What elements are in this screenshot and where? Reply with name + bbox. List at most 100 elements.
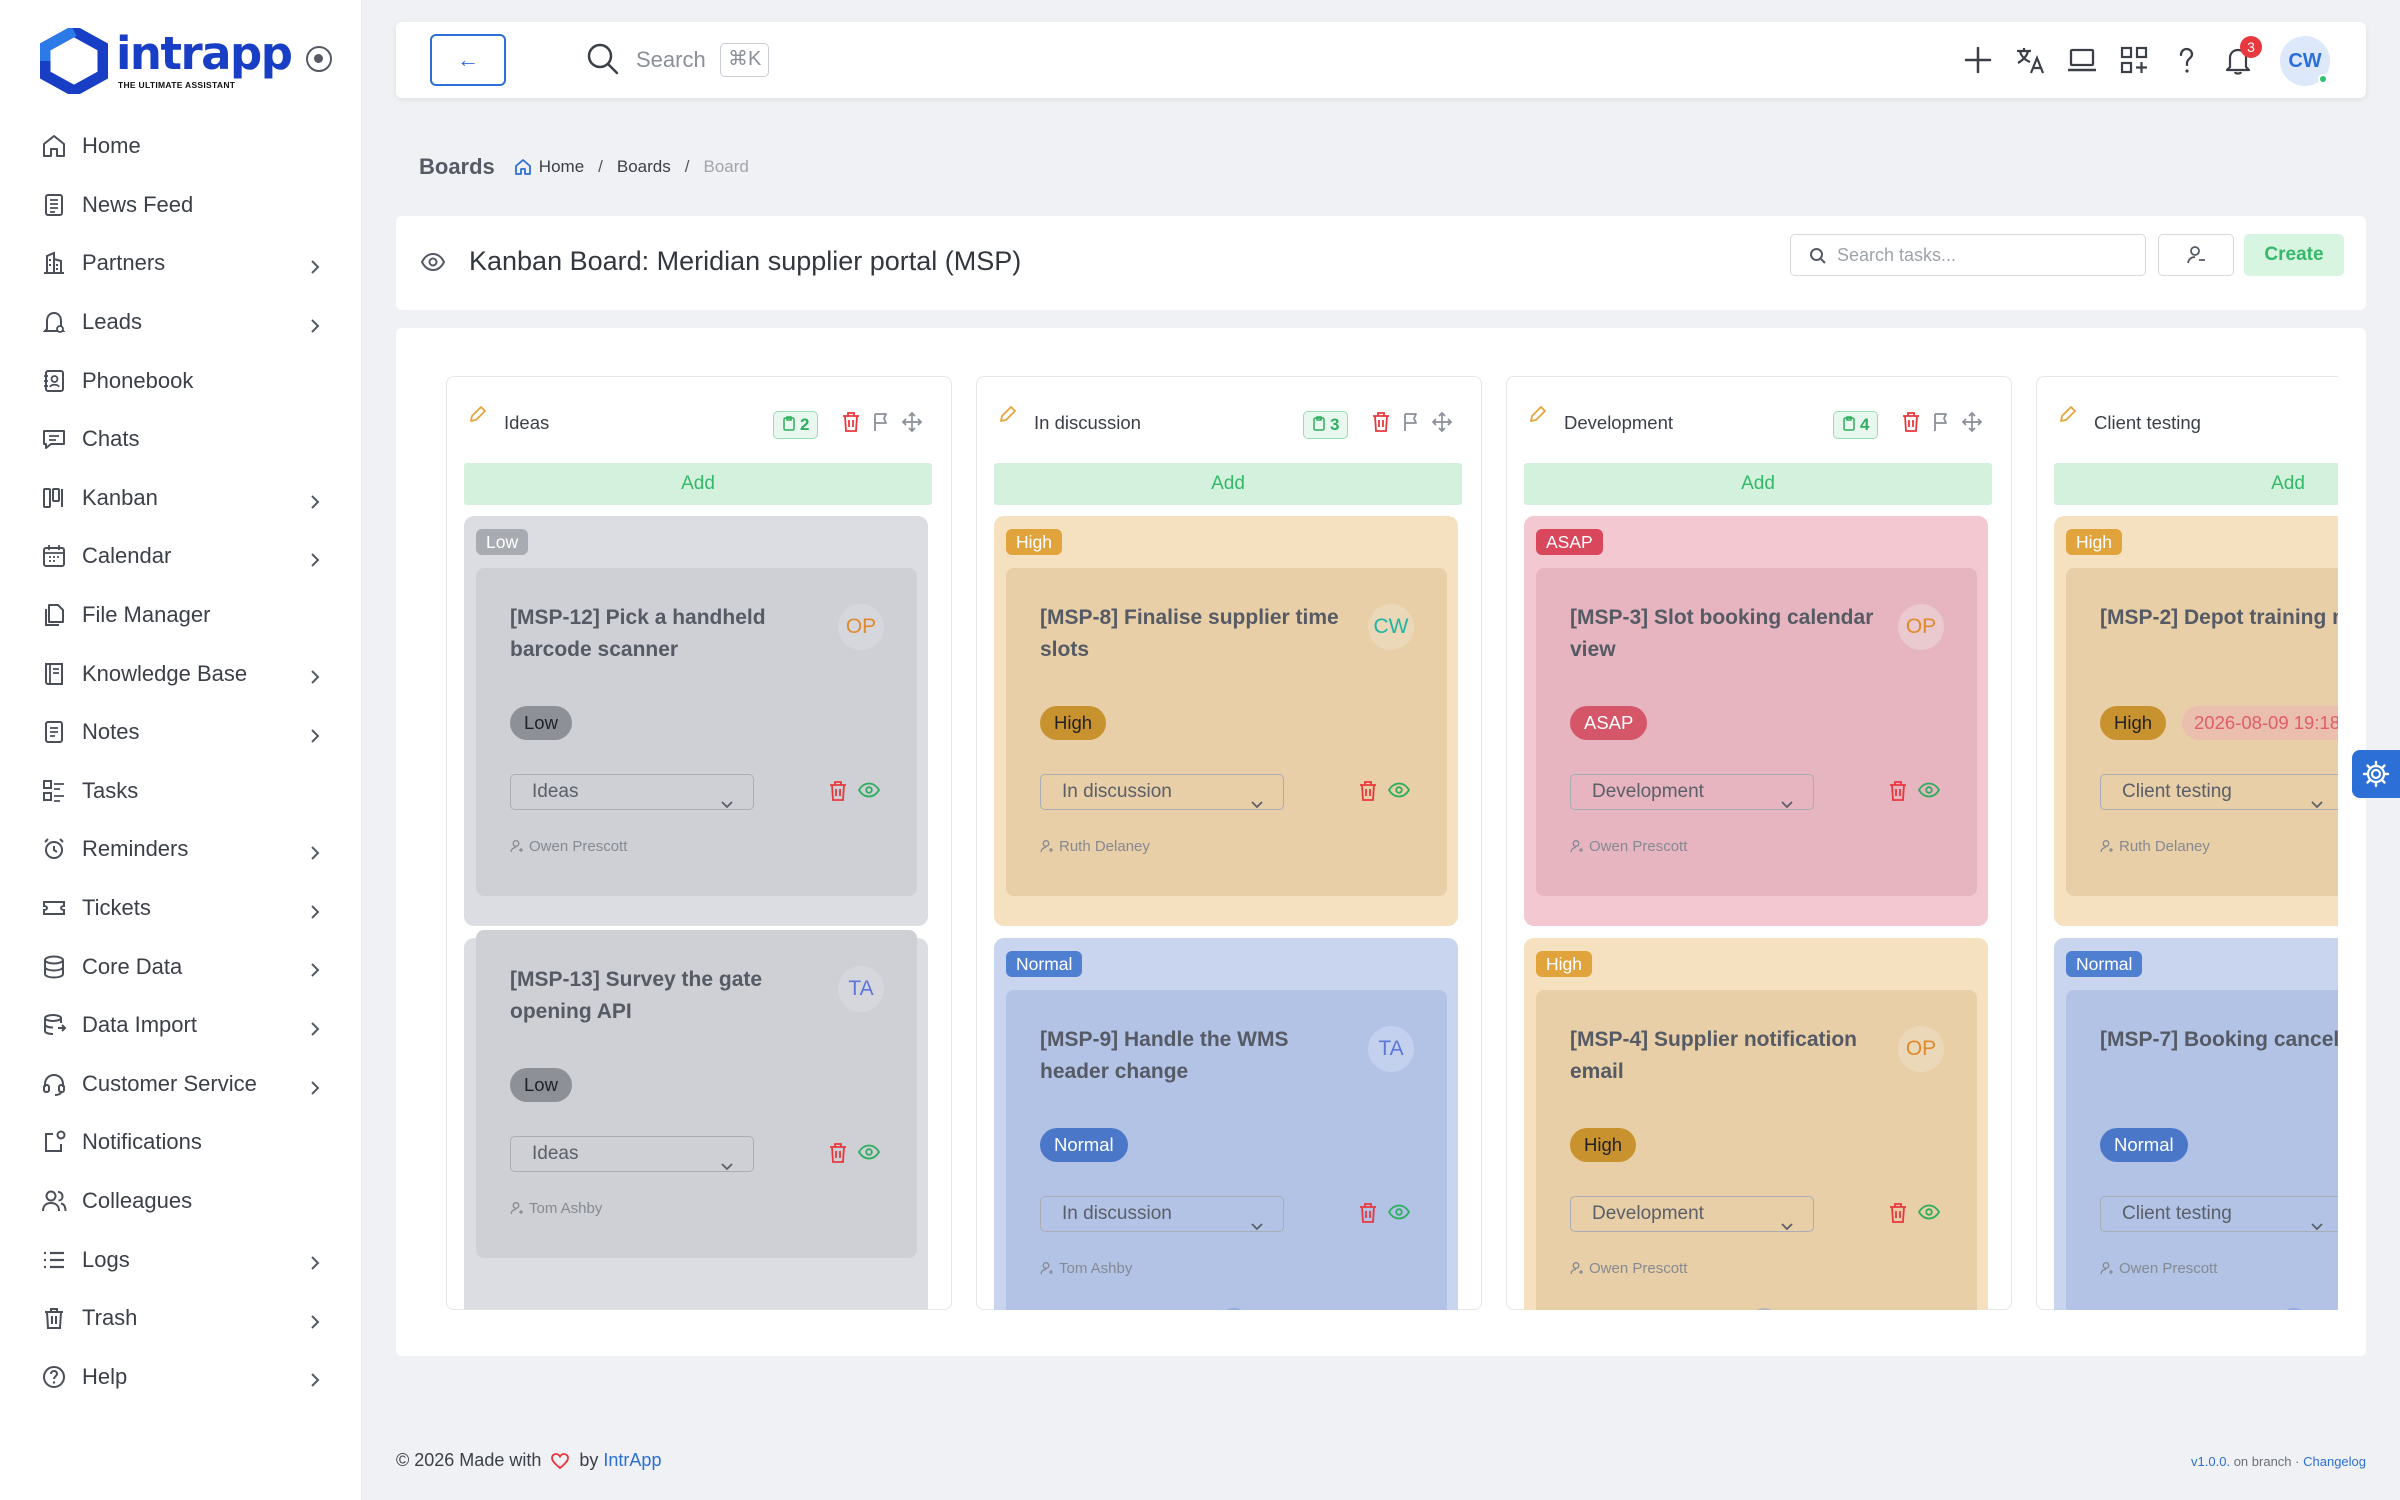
bell-icon[interactable]: 3 (2218, 36, 2262, 80)
sidebar-item-core-data[interactable]: Core Data (0, 937, 362, 996)
task-card[interactable]: [MSP-8] Finalise supplier time slots CW Hi… (1006, 568, 1447, 896)
status-select[interactable]: Client testing (2100, 1196, 2338, 1232)
sidebar-item-leads[interactable]: Leads (0, 293, 362, 352)
status-select[interactable]: Ideas (510, 1136, 754, 1172)
task-card[interactable]: [MSP-3] Slot booking calendar view OP ASAP… (1536, 568, 1977, 896)
changelog-link[interactable]: Changelog (2303, 1454, 2366, 1469)
view-task-icon[interactable] (857, 782, 881, 803)
back-button[interactable]: ← (430, 34, 506, 86)
task-title[interactable]: [MSP-8] Finalise supplier time slots (1040, 606, 1339, 661)
delete-column-icon[interactable] (1371, 411, 1391, 438)
task-card[interactable]: [MSP-13] Survey the gate opening API TA Lo… (476, 930, 917, 1258)
sidebar-item-tickets[interactable]: Tickets (0, 879, 362, 938)
task-card[interactable]: [MSP-4] Supplier notification email OP Hig… (1536, 990, 1977, 1310)
version-link[interactable]: v1.0.0. (2191, 1454, 2231, 1469)
status-select[interactable]: In discussion (1040, 1196, 1284, 1232)
laptop-icon[interactable] (2062, 40, 2102, 80)
assignee-avatar[interactable]: CW (1368, 604, 1414, 650)
footer-company-link[interactable]: IntrApp (603, 1450, 662, 1470)
assignee-avatar[interactable]: TA (1368, 1026, 1414, 1072)
expand-card-button[interactable] (2279, 1308, 2309, 1310)
task-title[interactable]: [MSP-4] Supplier notification email (1570, 1028, 1857, 1083)
settings-gear-button[interactable] (2352, 750, 2400, 798)
add-task-button[interactable]: Add (1524, 463, 1992, 505)
expand-card-button[interactable] (1219, 1308, 1249, 1310)
view-task-icon[interactable] (1387, 1204, 1411, 1225)
sidebar-item-tasks[interactable]: Tasks (0, 762, 362, 821)
filter-user-button[interactable] (2158, 234, 2234, 276)
assignee-avatar[interactable]: TA (838, 966, 884, 1012)
edit-pencil-icon[interactable] (997, 403, 1019, 430)
sidebar-item-colleagues[interactable]: Colleagues (0, 1172, 362, 1231)
flag-icon[interactable] (1401, 411, 1421, 438)
sidebar-item-chats[interactable]: Chats (0, 410, 362, 469)
edit-pencil-icon[interactable] (467, 403, 489, 430)
task-title[interactable]: [MSP-13] Survey the gate opening API (510, 968, 763, 1023)
task-title[interactable]: [MSP-7] Booking cancel flow (2100, 1028, 2338, 1051)
assignee-avatar[interactable]: OP (1898, 1026, 1944, 1072)
delete-task-icon[interactable] (1358, 780, 1378, 807)
assignee-avatar[interactable]: OP (838, 604, 884, 650)
flag-icon[interactable] (871, 411, 891, 438)
status-select[interactable]: Development (1570, 774, 1814, 810)
task-title[interactable]: [MSP-9] Handle the WMS header change (1040, 1028, 1289, 1083)
sidebar-item-news-feed[interactable]: News Feed (0, 176, 362, 235)
status-select[interactable]: Development (1570, 1196, 1814, 1232)
delete-task-icon[interactable] (1358, 1202, 1378, 1229)
delete-task-icon[interactable] (1888, 1202, 1908, 1229)
eye-icon[interactable] (420, 249, 446, 275)
status-select[interactable]: Client testing (2100, 774, 2338, 810)
task-title[interactable]: [MSP-2] Depot training material (2100, 606, 2338, 629)
move-icon[interactable] (1431, 411, 1453, 438)
view-task-icon[interactable] (1917, 1204, 1941, 1225)
task-card[interactable]: [MSP-7] Booking cancel flow Normal Client … (2066, 990, 2338, 1310)
move-icon[interactable] (1961, 411, 1983, 438)
delete-task-icon[interactable] (828, 1142, 848, 1169)
sidebar-item-phonebook[interactable]: Phonebook (0, 351, 362, 410)
sidebar-item-data-import[interactable]: Data Import (0, 996, 362, 1055)
expand-card-button[interactable] (1749, 1308, 1779, 1310)
sidebar-item-file-manager[interactable]: File Manager (0, 586, 362, 645)
translate-icon[interactable] (2010, 40, 2050, 80)
search-icon[interactable] (586, 42, 620, 76)
sidebar-item-trash[interactable]: Trash (0, 1289, 362, 1348)
view-task-icon[interactable] (1917, 782, 1941, 803)
sidebar-item-calendar[interactable]: Calendar (0, 527, 362, 586)
sidebar-item-home[interactable]: Home (0, 117, 362, 176)
task-card[interactable]: [MSP-12] Pick a handheld barcode scanner… (476, 568, 917, 896)
assignee-avatar[interactable]: OP (1898, 604, 1944, 650)
breadcrumb-home-link[interactable]: Home (538, 157, 585, 176)
add-icon[interactable] (1958, 40, 1998, 80)
task-title[interactable]: [MSP-3] Slot booking calendar view (1570, 606, 1874, 661)
sidebar-item-help[interactable]: Help (0, 1347, 362, 1406)
brand-logo[interactable]: intrapp THE ULTIMATE ASSISTANT (40, 24, 293, 94)
flag-icon[interactable] (1931, 411, 1951, 438)
breadcrumb-boards-link[interactable]: Boards (616, 157, 671, 176)
apps-grid-icon[interactable] (2114, 40, 2154, 80)
sidebar-item-kanban[interactable]: Kanban (0, 469, 362, 528)
create-button[interactable]: Create (2244, 234, 2344, 276)
edit-pencil-icon[interactable] (2057, 403, 2079, 430)
global-search-input[interactable]: Search (636, 47, 706, 72)
task-card[interactable]: [MSP-2] Depot training material High 2026-… (2066, 568, 2338, 896)
view-task-icon[interactable] (1387, 782, 1411, 803)
status-select[interactable]: In discussion (1040, 774, 1284, 810)
move-icon[interactable] (901, 411, 923, 438)
task-card[interactable]: [MSP-9] Handle the WMS header change TA No… (1006, 990, 1447, 1310)
add-task-button[interactable]: Add (2054, 463, 2338, 505)
user-avatar[interactable]: CW (2280, 36, 2330, 86)
delete-column-icon[interactable] (841, 411, 861, 438)
sidebar-item-reminders[interactable]: Reminders (0, 820, 362, 879)
sidebar-item-notifications[interactable]: Notifications (0, 1113, 362, 1172)
add-task-button[interactable]: Add (994, 463, 1462, 505)
help-icon[interactable] (2166, 40, 2206, 80)
sidebar-item-partners[interactable]: Partners (0, 234, 362, 293)
status-select[interactable]: Ideas (510, 774, 754, 810)
sidebar-item-logs[interactable]: Logs (0, 1230, 362, 1289)
sidebar-item-customer-service[interactable]: Customer Service (0, 1055, 362, 1114)
task-search-input[interactable]: Search tasks... (1790, 234, 2146, 276)
delete-task-icon[interactable] (1888, 780, 1908, 807)
delete-task-icon[interactable] (828, 780, 848, 807)
task-title[interactable]: [MSP-12] Pick a handheld barcode scanner (510, 606, 766, 661)
view-task-icon[interactable] (857, 1144, 881, 1165)
